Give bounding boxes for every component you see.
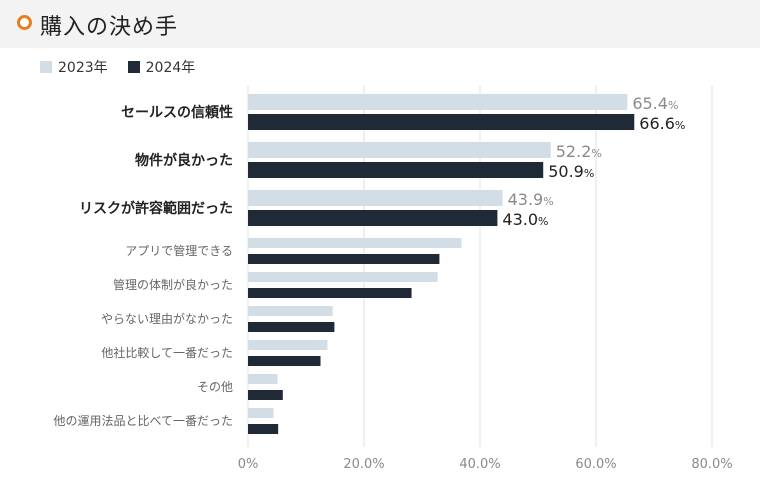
chart-header: 購入の決め手 <box>0 0 760 48</box>
title-bullet-icon <box>17 15 32 30</box>
legend-label-2023: 2023年 <box>58 60 108 76</box>
bar-2024 <box>248 424 279 434</box>
bar-2023 <box>248 238 462 248</box>
bar-2023 <box>248 142 551 158</box>
category-label: 他社比較して一番だった <box>101 345 233 360</box>
data-label-2024: 66.6% <box>639 114 685 133</box>
legend: 2023年 2024年 <box>40 58 215 76</box>
legend-item-2024: 2024年 <box>127 57 196 77</box>
bar-2023 <box>248 374 278 384</box>
bar-2023 <box>248 408 274 418</box>
data-label-2023: 65.4% <box>632 94 678 113</box>
x-tick-label: 20.0% <box>343 457 384 472</box>
category-label: アプリで管理できる <box>125 243 233 258</box>
category-label: その他 <box>197 380 233 394</box>
data-label-2023: 43.9% <box>508 190 554 209</box>
bar-2024 <box>248 322 335 332</box>
category-label: 物件が良かった <box>135 152 233 169</box>
category-label: リスクが許容範囲だった <box>79 200 233 217</box>
legend-swatch-2024 <box>127 61 140 73</box>
category-label: セールスの信頼性 <box>121 104 233 121</box>
bar-2023 <box>248 272 438 282</box>
x-tick-label: 0% <box>238 457 259 472</box>
x-tick-label: 40.0% <box>459 457 500 472</box>
bar-2023 <box>248 306 333 316</box>
bar-2024 <box>248 114 635 130</box>
bar-2024 <box>248 210 498 226</box>
chart-title: 購入の決め手 <box>40 15 179 40</box>
x-tick-label: 60.0% <box>575 457 616 472</box>
legend-item-2023: 2023年 <box>40 57 108 77</box>
bar-2023 <box>248 94 628 110</box>
bar-2024 <box>248 254 440 264</box>
category-label: やらない理由がなかった <box>101 311 233 326</box>
data-label-2024: 43.0% <box>502 210 548 229</box>
bar-2023 <box>248 340 328 350</box>
bar-2024 <box>248 162 544 178</box>
bar-2023 <box>248 190 503 206</box>
legend-swatch-2023 <box>40 61 52 73</box>
bar-2024 <box>248 288 412 298</box>
bar-2024 <box>248 356 321 366</box>
category-label: 管理の体制が良かった <box>113 277 233 292</box>
bar-2024 <box>248 390 283 400</box>
x-tick-label: 80.0% <box>691 457 732 472</box>
category-label: 他の運用法品と比べて一番だった <box>53 414 233 428</box>
data-label-2024: 50.9% <box>548 162 594 181</box>
data-label-2023: 52.2% <box>556 142 602 161</box>
legend-label-2024: 2024年 <box>145 60 196 76</box>
